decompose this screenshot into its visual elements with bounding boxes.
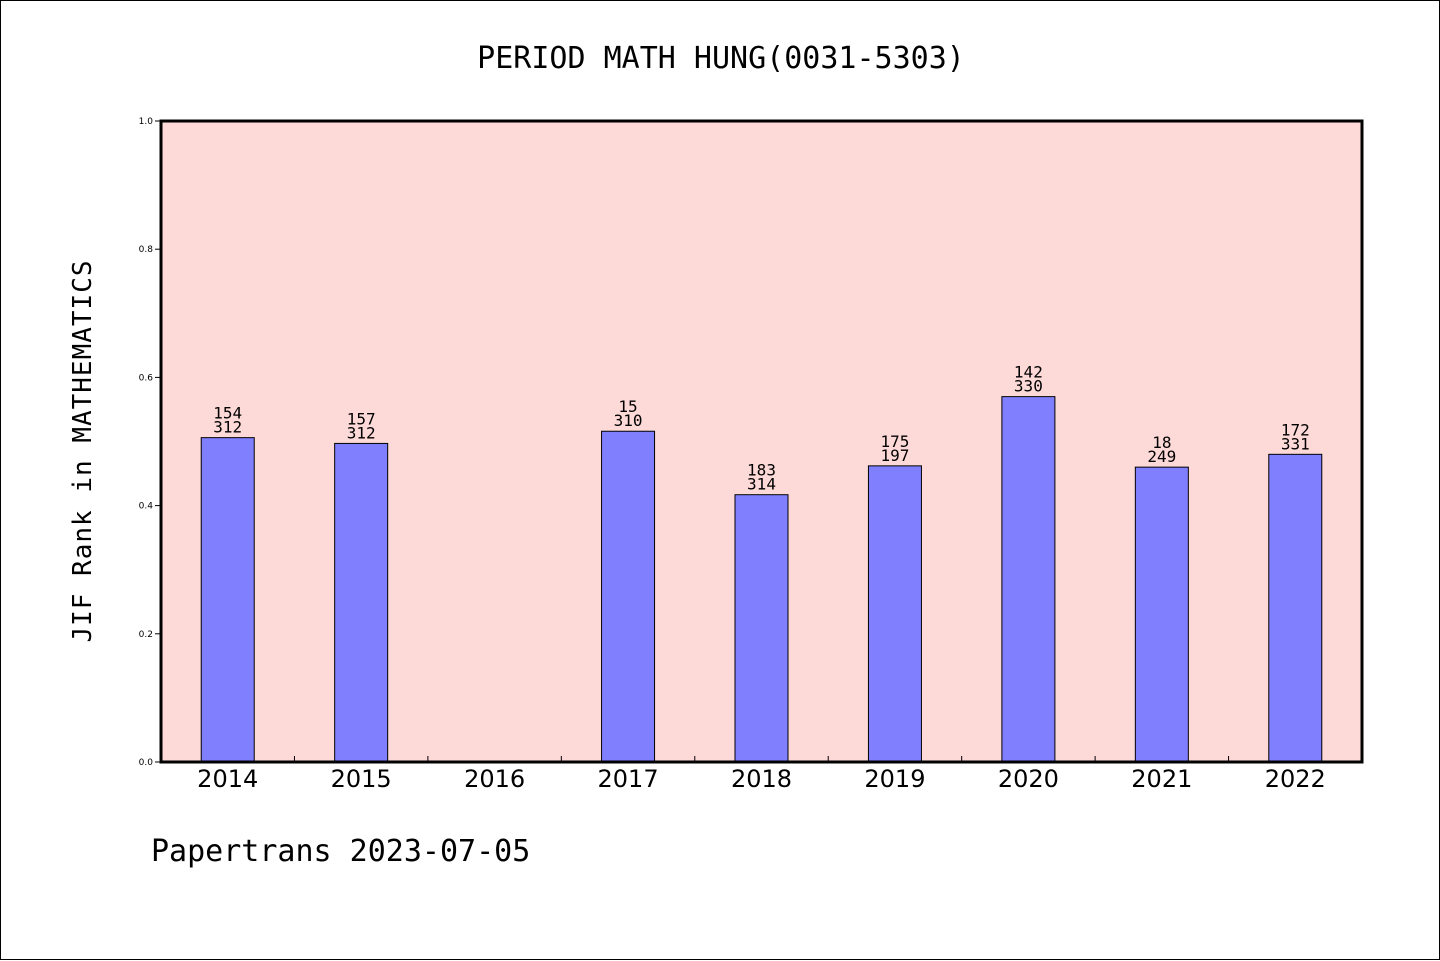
y-tick-label: 0.6 (139, 373, 154, 383)
bar (1134, 466, 1189, 763)
y-tick-label: 1.0 (139, 117, 154, 127)
bar-rank-label: 142 (1014, 363, 1043, 382)
y-tick-label: 0.8 (139, 245, 154, 255)
bar-total-label: 310 (614, 411, 643, 430)
bar-rank-label: 172 (1281, 420, 1310, 439)
x-tick-label: 2017 (598, 765, 659, 793)
x-tick-label: 2020 (998, 765, 1059, 793)
y-tick-label: 0.4 (139, 502, 154, 512)
bar-rank-label: 15 (618, 397, 637, 416)
bar-total-label: 330 (1014, 377, 1043, 396)
x-tick-label: 2022 (1265, 765, 1326, 793)
x-tick-label: 2021 (1131, 765, 1192, 793)
x-tick-label: 2018 (731, 765, 792, 793)
y-axis-label: JIF Rank in MATHEMATICS (68, 259, 98, 642)
x-tick-label: 2019 (864, 765, 925, 793)
x-tick-label: 2014 (197, 765, 258, 793)
y-tick-label: 0.0 (139, 758, 154, 768)
bar (601, 430, 656, 763)
bar-total-label: 249 (1147, 447, 1176, 466)
y-tick-label: 0.2 (139, 630, 153, 640)
bar-rank-label: 154 (213, 404, 242, 423)
chart-title: PERIOD MATH HUNG(0031-5303) (477, 41, 965, 76)
plot-border (159, 119, 1364, 764)
bar-rank-label: 175 (880, 432, 909, 451)
footer-note: Papertrans 2023-07-05 (151, 834, 531, 869)
bar-total-label: 312 (347, 423, 376, 442)
bar-rank-label: 157 (347, 409, 376, 428)
bar-total-label: 312 (213, 418, 242, 437)
bar (734, 494, 789, 763)
y-axis-ticks: 0.0 0.2 0.4 0.6 0.8 1.0 (139, 117, 161, 768)
bar-rank-label: 183 (747, 461, 776, 480)
bar-rank-label: 18 (1152, 433, 1171, 452)
bar (1001, 396, 1056, 763)
bar (867, 465, 922, 763)
x-tick-label: 2016 (464, 765, 525, 793)
x-axis-ticks: 2014 2015 2016 2017 2018 2019 2020 2021 2022 (197, 756, 1326, 793)
x-tick-label: 2015 (331, 765, 392, 793)
bar (1268, 453, 1323, 763)
bar-total-label: 314 (747, 475, 776, 494)
bar-total-label: 197 (880, 446, 909, 465)
bar (334, 442, 389, 763)
bar (200, 437, 255, 763)
bar-total-label: 331 (1281, 434, 1310, 453)
